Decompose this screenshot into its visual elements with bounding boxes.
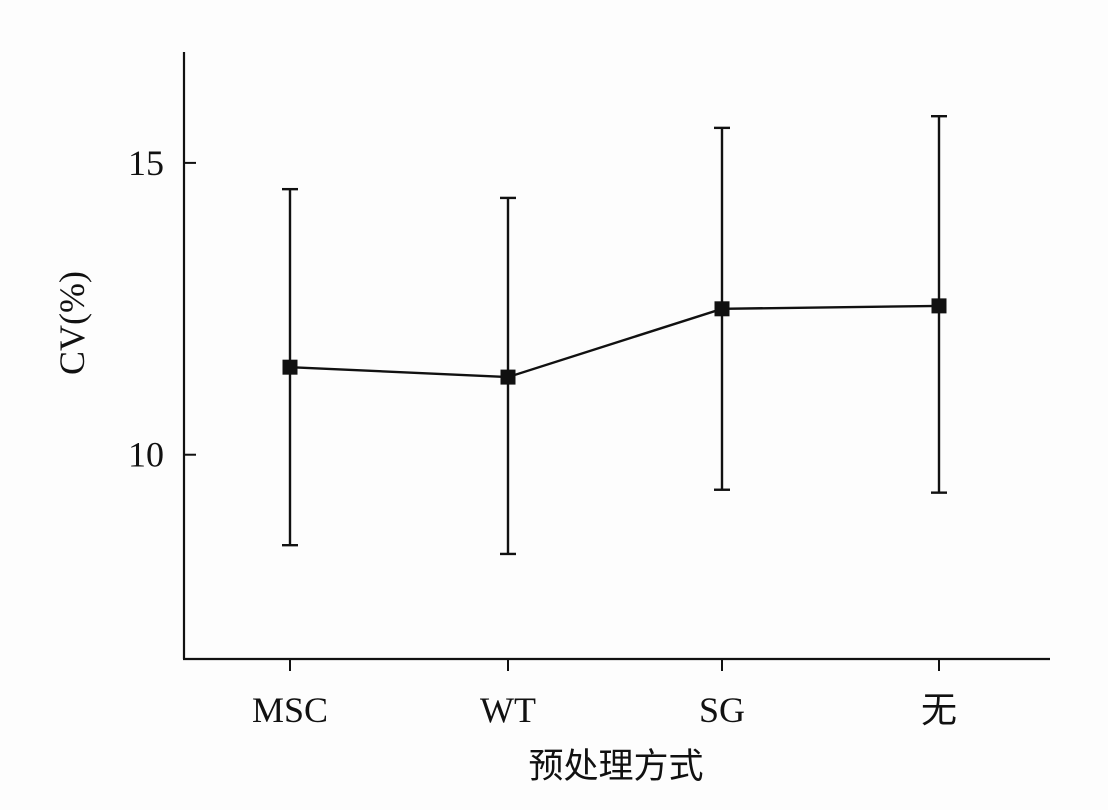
- y-tick-label: 10: [128, 435, 164, 475]
- y-ticks: 10 15: [128, 143, 196, 475]
- data-point: [931, 298, 947, 314]
- data-point: [714, 301, 730, 317]
- x-tick-label: 无: [921, 690, 957, 730]
- axes: [182, 52, 1050, 661]
- error-bars: [282, 115, 947, 556]
- x-tick-label: SG: [699, 690, 745, 730]
- x-tick-label: WT: [480, 690, 536, 730]
- x-ticks: MSC WT SG 无: [252, 659, 957, 730]
- data-point: [282, 359, 298, 375]
- series: [282, 298, 947, 385]
- series-line: [289, 304, 940, 379]
- y-tick-label: 15: [128, 143, 164, 183]
- data-point: [500, 369, 516, 385]
- x-tick-label: MSC: [252, 690, 328, 730]
- x-axis-title: 预处理方式: [528, 747, 703, 787]
- y-axis-title: CV(%): [52, 271, 92, 375]
